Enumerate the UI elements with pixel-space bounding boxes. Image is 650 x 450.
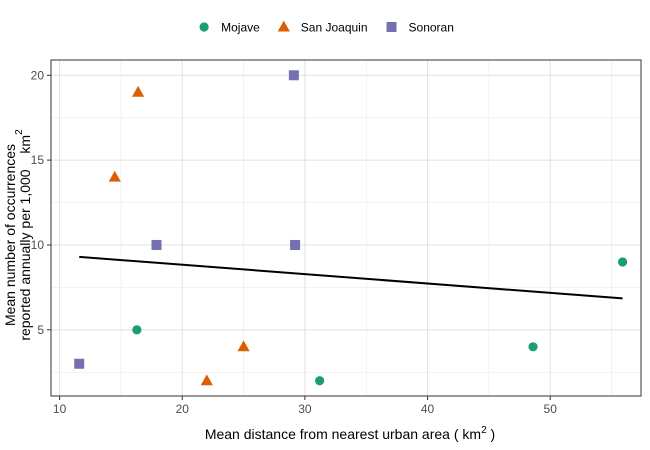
legend-label-san-joaquin: San Joaquin [301, 21, 368, 35]
y-axis-title-gap [17, 166, 33, 170]
x-axis-title-sup: 2 [481, 425, 487, 436]
point-sonoran [290, 239, 301, 250]
point-sonoran [74, 358, 85, 369]
point-sonoran [288, 70, 299, 81]
plot-panel [51, 60, 641, 396]
y-tick-label: 20 [31, 68, 45, 82]
x-axis-title-end: ) [487, 426, 496, 442]
x-tick-label: 10 [53, 402, 67, 416]
point-san-joaquin [200, 374, 213, 386]
legend-key-sonoran [386, 22, 397, 32]
y-tick-label: 10 [31, 238, 45, 252]
y-axis-title-line2: reported annually per 1,000 km2 [14, 129, 34, 341]
point-mojave [315, 376, 325, 386]
y-axis-title-second: reported annually per 1,000 km2 [14, 129, 34, 341]
y-axis-title-line1: Mean number of occurrences [2, 144, 18, 326]
y-tick-label: 15 [31, 153, 45, 167]
point-san-joaquin [132, 85, 145, 97]
y-tick-label: 5 [37, 323, 44, 337]
x-tick-label: 20 [176, 402, 190, 416]
legend-item-san-joaquin: San Joaquin [277, 20, 368, 35]
data-points [74, 70, 628, 386]
legend-label-sonoran: Sonoran [409, 21, 454, 35]
legend-label-mojave: Mojave [221, 21, 260, 35]
x-axis-title-text: Mean distance from nearest urban area ( … [205, 426, 481, 442]
trend-line [79, 255, 623, 300]
legend-key-san-joaquin [277, 20, 290, 32]
point-san-joaquin [108, 170, 121, 182]
y-axis-title-unit: km [17, 135, 33, 154]
plot-border [50, 59, 642, 397]
trend-line-group [79, 255, 623, 300]
y-axis-title-line2-text: reported annually per 1,000 [17, 169, 33, 340]
x-tick-label: 40 [421, 402, 435, 416]
legend-key-mojave [199, 22, 209, 32]
grid-lines [51, 60, 641, 396]
y-axis-title: Mean number of occurrences [2, 144, 18, 326]
x-axis-title: Mean distance from nearest urban area ( … [205, 425, 495, 442]
legend-item-mojave: Mojave [199, 21, 260, 35]
y-axis-title-sup: 2 [14, 129, 25, 135]
legend: Mojave San Joaquin Sonoran [199, 20, 454, 35]
point-sonoran [151, 239, 162, 250]
point-san-joaquin [237, 340, 250, 352]
x-tick-label: 30 [298, 402, 312, 416]
point-mojave [618, 257, 628, 267]
point-mojave [528, 342, 538, 352]
x-axis: 10 20 30 40 50 [53, 396, 557, 416]
point-mojave [132, 325, 142, 335]
x-tick-label: 50 [544, 402, 558, 416]
y-axis: 5 10 15 20 [31, 68, 51, 337]
legend-item-sonoran: Sonoran [386, 21, 454, 35]
